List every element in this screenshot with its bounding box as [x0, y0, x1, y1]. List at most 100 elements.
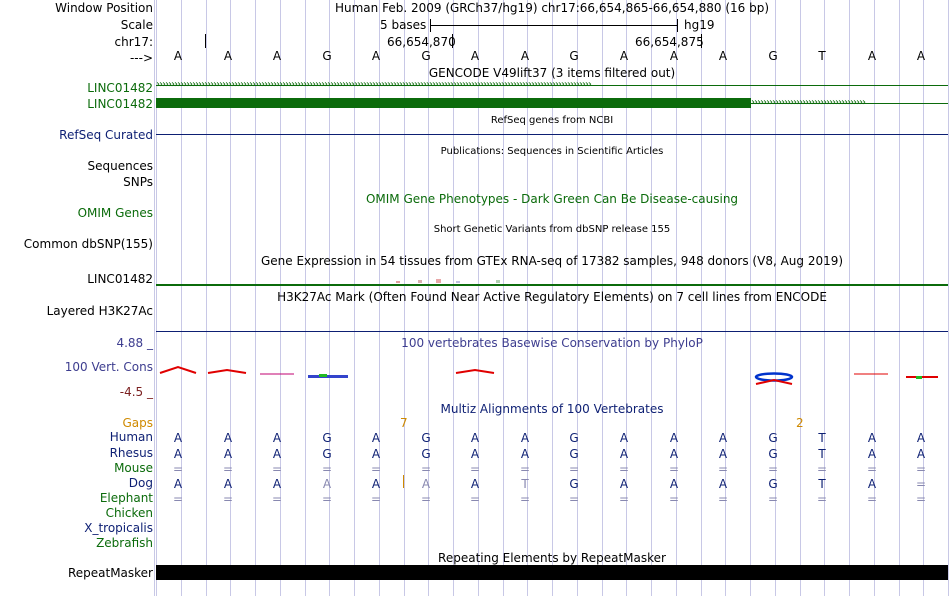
gencode-intron-1[interactable]: ››››››››››››››››››››››››››››››››››››››››… [156, 78, 948, 92]
conservation-plot[interactable] [156, 362, 948, 392]
grid-line [824, 0, 825, 596]
alignment-base: A [619, 477, 629, 491]
reference-base: A [718, 49, 728, 63]
alignment-base: T [818, 447, 826, 461]
reference-base: G [322, 49, 332, 63]
refseq-track-title[interactable]: RefSeq genes from NCBI [490, 115, 614, 126]
alignment-base: A [371, 477, 381, 491]
alignment-base: = [915, 492, 927, 506]
grid-line [651, 0, 652, 596]
gtex-bars[interactable] [156, 279, 948, 284]
h3k27ac-baseline[interactable] [156, 331, 948, 332]
grid-line [230, 0, 231, 596]
alignment-base: = [816, 492, 828, 506]
repeatmasker-label[interactable]: RepeatMasker [67, 566, 153, 580]
species-label-x-tropicalis[interactable]: X_tropicalis [84, 521, 153, 535]
reference-base: G [569, 49, 579, 63]
reference-base: A [272, 49, 282, 63]
omim-track-title[interactable]: OMIM Gene Phenotypes - Dark Green Can Be… [365, 192, 739, 206]
species-label-zebrafish[interactable]: Zebrafish [96, 536, 153, 550]
repeatmasker-track-title[interactable]: Repeating Elements by RepeatMasker [438, 551, 666, 565]
alignment-base: = [172, 492, 184, 506]
alignment-base: A [272, 477, 282, 491]
h3k27ac-label[interactable]: Layered H3K27Ac [46, 304, 153, 318]
alignment-base: = [469, 492, 481, 506]
grid-line [354, 0, 355, 596]
alignment-base: = [717, 492, 729, 506]
alignment-base: = [767, 462, 779, 476]
alignment-base: A [916, 447, 926, 461]
alignment-base: G [768, 477, 778, 491]
refseq-line[interactable] [156, 134, 948, 135]
multiz-gap-count-2: 2 [796, 416, 804, 430]
alignment-base: T [818, 431, 826, 445]
window-position-value: Human Feb. 2009 (GRCh37/hg19) chr17:66,6… [334, 1, 770, 15]
grid-line [775, 0, 776, 596]
alignment-base: G [768, 447, 778, 461]
alignment-base: A [669, 431, 679, 445]
publications-track-title[interactable]: Publications: Sequences in Scientific Ar… [440, 146, 664, 157]
alignment-base: A [916, 431, 926, 445]
species-label-rhesus[interactable]: Rhesus [109, 446, 153, 460]
ruler-tick-2 [452, 34, 453, 48]
h3k27ac-track-title[interactable]: H3K27Ac Mark (Often Found Near Active Re… [277, 290, 827, 304]
alignment-base: A [718, 477, 728, 491]
gtex-track-title[interactable]: Gene Expression in 54 tissues from GTEx … [260, 254, 844, 268]
gencode-track-title[interactable]: GENCODE V49lift37 (3 items filtered out) [428, 66, 676, 80]
species-label-human[interactable]: Human [109, 430, 153, 444]
alignment-base: A [520, 431, 530, 445]
grid-line [206, 0, 207, 596]
alignment-base: A [669, 447, 679, 461]
alignment-base: A [371, 447, 381, 461]
grid-line [750, 0, 751, 596]
refseq-label[interactable]: RefSeq Curated [59, 128, 153, 142]
alignment-base: A [470, 447, 480, 461]
conservation-track-title[interactable]: 100 vertebrates Basewise Conservation by… [401, 336, 703, 350]
gencode-gene-label-2[interactable]: LINC01482 [87, 97, 153, 111]
grid-line [255, 0, 256, 596]
alignment-base: G [322, 431, 332, 445]
grid-line [701, 0, 702, 596]
label-gutter-divider [154, 0, 155, 596]
species-label-dog[interactable]: Dog [128, 476, 153, 490]
reference-base: A [470, 49, 480, 63]
alignment-base: = [668, 492, 680, 506]
alignment-base: = [420, 492, 432, 506]
species-label-elephant[interactable]: Elephant [99, 491, 153, 505]
publications-sequences-label[interactable]: Sequences [87, 159, 153, 173]
grid-line [899, 0, 900, 596]
reference-base: A [223, 49, 233, 63]
dbsnp-track-title[interactable]: Short Genetic Variants from dbSNP releas… [433, 224, 671, 235]
grid-line [602, 0, 603, 596]
repeatmasker-element[interactable] [156, 565, 948, 580]
conservation-label[interactable]: 100 Vert. Cons [64, 360, 153, 374]
grid-line [577, 0, 578, 596]
alignment-base: = [519, 492, 531, 506]
alignment-base: = [420, 462, 432, 476]
publications-snps-label[interactable]: SNPs [123, 175, 153, 189]
gtex-label[interactable]: LINC01482 [87, 272, 153, 286]
coord-left: 66,654,870 [387, 35, 456, 49]
alignment-base: = [469, 462, 481, 476]
alignment-base: A [272, 431, 282, 445]
alignment-base: A [718, 447, 728, 461]
alignment-base: = [816, 462, 828, 476]
gencode-exon-2[interactable] [156, 98, 751, 108]
multiz-track-title[interactable]: Multiz Alignments of 100 Vertebrates [440, 402, 664, 416]
scale-bar-right-tick [677, 19, 678, 32]
species-label-chicken[interactable]: Chicken [105, 506, 153, 520]
alignment-base: G [768, 431, 778, 445]
grid-line [503, 0, 504, 596]
dbsnp-label[interactable]: Common dbSNP(155) [23, 237, 153, 251]
alignment-base: = [618, 462, 630, 476]
window-position-label: Window Position [55, 1, 153, 15]
species-label-mouse[interactable]: Mouse [114, 461, 153, 475]
scale-bar-left-tick [430, 19, 431, 32]
gtex-gene-line[interactable] [156, 284, 948, 286]
alignment-base: = [222, 492, 234, 506]
gencode-gene-label-1[interactable]: LINC01482 [87, 81, 153, 95]
omim-label[interactable]: OMIM Genes [77, 206, 153, 220]
gencode-intron-2[interactable]: ›››››››››››››››››››››››››››››››››››››› [751, 96, 948, 110]
conservation-max: 4.88 _ [116, 336, 153, 350]
strand-arrow-label: ---> [129, 51, 153, 65]
